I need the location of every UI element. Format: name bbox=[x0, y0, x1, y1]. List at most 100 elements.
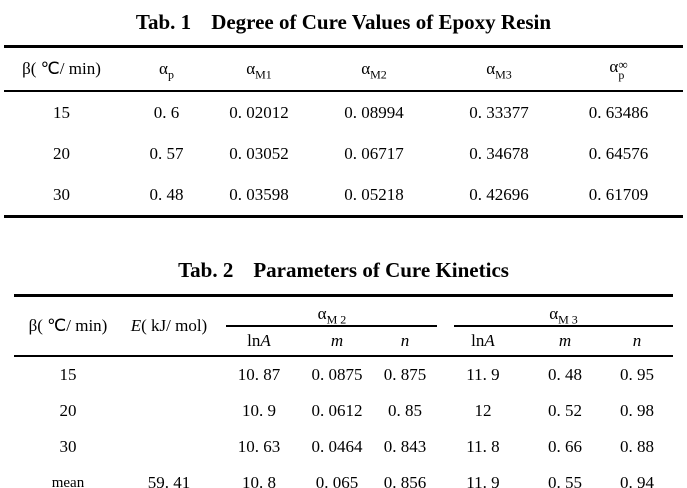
alpha-symbol: α bbox=[609, 57, 619, 77]
table1: β( ℃/ min) αp αM1 αM2 αM3 α ∞ p 15 0. 6 0.… bbox=[4, 45, 683, 218]
cell: 0. 48 bbox=[149, 184, 184, 204]
infinity-superscript: ∞ bbox=[618, 57, 628, 73]
cell: 0. 03598 bbox=[229, 184, 289, 204]
A-symbol: A bbox=[484, 331, 495, 350]
table1-header-row: β( ℃/ min) αp αM1 αM2 αM3 α ∞ p bbox=[4, 46, 683, 92]
alpha-subscript: M 2 bbox=[326, 312, 347, 327]
cell: 10. 87 bbox=[237, 365, 281, 384]
table2-title-label: Tab. 2 bbox=[178, 258, 234, 282]
cell bbox=[121, 393, 216, 429]
cell: 0. 02012 bbox=[229, 102, 289, 122]
table2-subheader-lnA-m2: lnA bbox=[216, 327, 302, 357]
cell: 0. 0612 bbox=[311, 401, 363, 420]
cell: 0. 66 bbox=[547, 437, 582, 456]
table2-title: Tab. 2 Parameters of Cure Kinetics bbox=[0, 218, 687, 294]
table1-header-alpha-m1: αM1 bbox=[214, 46, 304, 92]
cell: 15 bbox=[53, 102, 70, 122]
e-symbol: E bbox=[130, 316, 142, 335]
cell: 0. 88 bbox=[620, 437, 654, 456]
cell: 0. 856 bbox=[383, 473, 427, 488]
p-subscript: p bbox=[618, 68, 625, 83]
cell: 11. 8 bbox=[466, 437, 500, 456]
table2-header-e: E( kJ/ mol) bbox=[121, 295, 217, 357]
cell: 10. 63 bbox=[237, 437, 281, 456]
cell: 0. 64576 bbox=[588, 143, 649, 163]
alpha-symbol: α bbox=[549, 304, 559, 323]
table2-subheader-m-m2: m bbox=[301, 327, 373, 357]
cell: 0. 875 bbox=[383, 365, 427, 384]
alpha-subscript: M 3 bbox=[558, 312, 578, 327]
cell: 0. 34678 bbox=[469, 143, 529, 163]
cell: 20 bbox=[53, 143, 70, 163]
table2-subheader-n-m3: n bbox=[601, 327, 673, 357]
cell: mean bbox=[51, 474, 85, 488]
alpha-subscript: M2 bbox=[370, 67, 387, 82]
cell: 0. 52 bbox=[547, 401, 582, 420]
cell: 11. 9 bbox=[466, 473, 500, 488]
cell: 0. 42696 bbox=[469, 184, 529, 204]
group-spanner-m3: αM 3 bbox=[454, 304, 673, 327]
table2-subheader-n-m2: n bbox=[372, 327, 438, 357]
alpha-symbol: α bbox=[317, 304, 327, 323]
cell: 20 bbox=[59, 401, 77, 420]
table2-title-text: Parameters of Cure Kinetics bbox=[253, 258, 509, 282]
alpha-subscript: M3 bbox=[495, 67, 512, 82]
cell: 0. 33377 bbox=[469, 102, 529, 122]
cell: 0. 98 bbox=[620, 401, 654, 420]
group-spanner-m2: αM 2 bbox=[226, 304, 438, 327]
cell: 0. 6 bbox=[153, 102, 180, 122]
cell: 0. 63486 bbox=[588, 102, 649, 122]
cell: 0. 843 bbox=[383, 437, 427, 456]
sub-sup-stack: ∞ p bbox=[618, 57, 628, 83]
cell bbox=[121, 429, 216, 465]
cell: 0. 85 bbox=[387, 401, 422, 420]
table1-header-alpha-m3: αM3 bbox=[444, 46, 554, 92]
table2-group-alpha-m2: αM 2 bbox=[216, 296, 438, 327]
table2: β( ℃/ min) E( kJ/ mol) αM 2 αM 3 lnA m n… bbox=[14, 294, 673, 488]
cell: 0. 0875 bbox=[311, 365, 363, 384]
alpha-subscript: p bbox=[167, 67, 174, 82]
table2-header-row-sub: lnA m n lnA m n bbox=[14, 327, 673, 357]
table1-title-text: Degree of Cure Values of Epoxy Resin bbox=[211, 10, 552, 34]
table-row: 30 10. 63 0. 0464 0. 843 11. 8 0. 66 0. … bbox=[14, 429, 672, 465]
cell: 0. 61709 bbox=[588, 184, 649, 204]
cell: 12 bbox=[474, 401, 492, 420]
alpha-symbol: α bbox=[486, 59, 496, 78]
table1-title: Tab. 1 Degree of Cure Values of Epoxy Res… bbox=[0, 0, 687, 45]
table2-header-beta: β( ℃/ min) bbox=[14, 295, 122, 357]
table-row: 20 10. 9 0. 0612 0. 85 12 0. 52 0. 98 bbox=[14, 393, 672, 429]
alpha-symbol: α bbox=[361, 59, 371, 78]
alpha-symbol: α bbox=[159, 59, 168, 78]
table1-header-alpha-m2: αM2 bbox=[304, 46, 444, 92]
cell: 0. 03052 bbox=[229, 143, 289, 163]
table-row: 15 0. 6 0. 02012 0. 08994 0. 33377 0. 63… bbox=[4, 91, 683, 133]
alpha-symbol: α bbox=[246, 59, 256, 78]
table2-header-row-groups: β( ℃/ min) E( kJ/ mol) αM 2 αM 3 bbox=[14, 295, 673, 357]
cell: 15 bbox=[59, 365, 77, 384]
A-symbol: A bbox=[260, 331, 271, 350]
table-row: 15 10. 87 0. 0875 0. 875 11. 9 0. 48 0. … bbox=[14, 356, 672, 393]
table2-subheader-m-m3: m bbox=[528, 327, 602, 357]
table-row: 20 0. 57 0. 03052 0. 06717 0. 34678 0. 6… bbox=[4, 133, 683, 174]
e-units: ( kJ/ mol) bbox=[141, 316, 208, 335]
table-row: mean 59. 41 10. 8 0. 065 0. 856 11. 9 0.… bbox=[14, 465, 672, 488]
cell: 0. 94 bbox=[620, 473, 654, 488]
cell: 0. 065 bbox=[315, 473, 359, 488]
table1-header-beta: β( ℃/ min) bbox=[4, 46, 119, 92]
cell bbox=[121, 356, 216, 393]
cell: 11. 9 bbox=[466, 365, 500, 384]
cell: 0. 06717 bbox=[344, 143, 404, 163]
cell: 59. 41 bbox=[147, 473, 191, 488]
cell: 10. 8 bbox=[241, 473, 276, 488]
cell: 10. 9 bbox=[241, 401, 276, 420]
table2-subheader-lnA-m3: lnA bbox=[437, 327, 529, 357]
cell: 0. 05218 bbox=[344, 184, 404, 204]
table2-group-alpha-m3: αM 3 bbox=[437, 296, 673, 327]
cell: 30 bbox=[53, 184, 70, 204]
table-row: 30 0. 48 0. 03598 0. 05218 0. 42696 0. 6… bbox=[4, 174, 683, 217]
table1-title-label: Tab. 1 bbox=[135, 10, 192, 34]
cell: 0. 95 bbox=[620, 365, 654, 384]
alpha-subscript: M1 bbox=[255, 67, 272, 82]
table1-header-alpha-p: αp bbox=[119, 46, 214, 92]
